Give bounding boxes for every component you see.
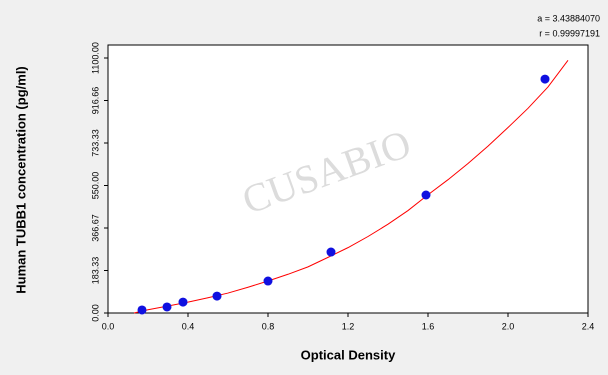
data-point — [137, 305, 147, 315]
x-tick-label: 0.0 — [102, 321, 115, 331]
fit-curve — [133, 60, 569, 314]
data-point — [326, 247, 336, 257]
data-point — [162, 302, 172, 312]
annotation: a = 3.43884070 — [537, 13, 600, 23]
x-axis-label: Optical Density — [301, 347, 396, 362]
x-tick-label: 0.8 — [262, 321, 275, 331]
data-point — [263, 276, 273, 286]
y-tick-label: 183.33 — [90, 257, 100, 285]
data-point — [212, 291, 222, 301]
y-tick-label: 1100.00 — [90, 42, 100, 74]
data-point — [421, 190, 431, 200]
y-tick-label: 0.00 — [90, 304, 100, 322]
y-tick-label: 550.00 — [90, 172, 100, 200]
y-tick-label: 733.33 — [90, 129, 100, 157]
x-tick-label: 1.6 — [422, 321, 435, 331]
data-point — [178, 297, 188, 307]
y-tick-label: 366.67 — [90, 214, 100, 242]
x-tick-label: 1.2 — [342, 321, 355, 331]
annotation: r = 0.99997191 — [539, 28, 600, 38]
x-tick-label: 2.4 — [582, 321, 595, 331]
x-tick-label: 0.4 — [182, 321, 195, 331]
x-tick-label: 2.0 — [502, 321, 515, 331]
plot-area — [107, 44, 589, 314]
y-axis-label: Human TUBB1 concentration (pg/ml) — [13, 66, 28, 294]
y-tick-label: 916.66 — [90, 87, 100, 115]
data-point — [540, 74, 550, 84]
